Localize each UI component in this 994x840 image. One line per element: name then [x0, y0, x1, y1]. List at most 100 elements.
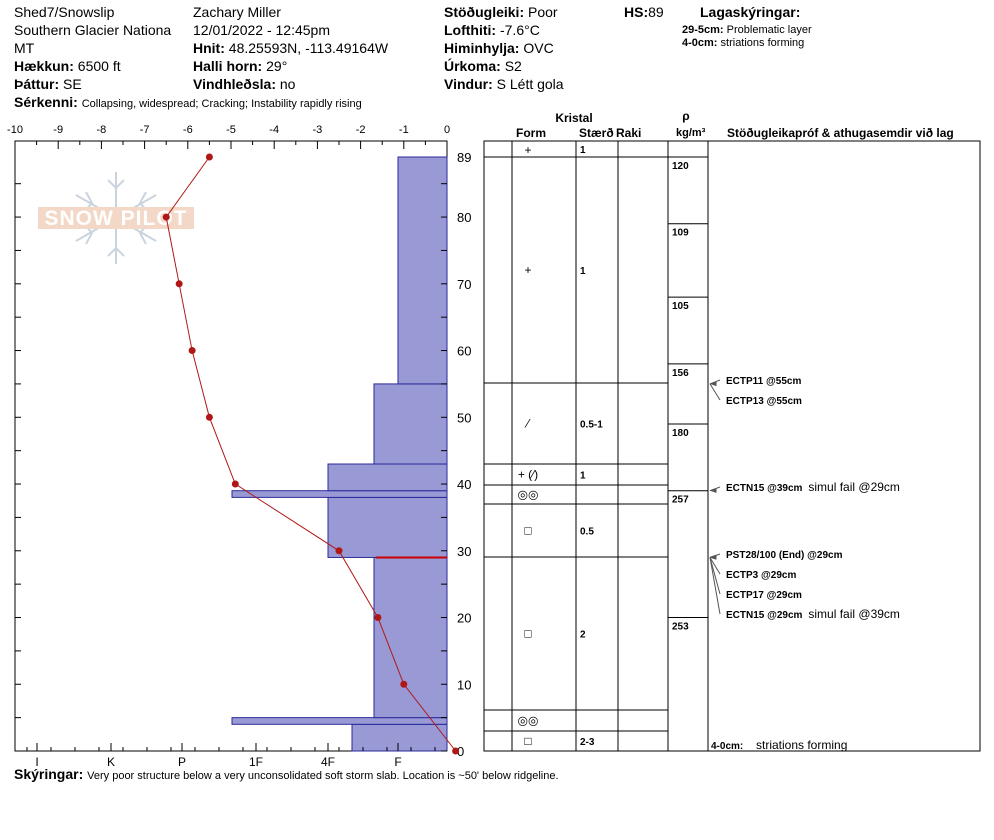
temperature-point [162, 213, 170, 221]
temperature-point [231, 480, 239, 488]
hardness-tick-label: 1F [249, 755, 263, 769]
stability-test-label: ECTN15 @29cm [726, 610, 803, 621]
test-arrow [709, 557, 721, 575]
wind-row: Vindur: S Létt gola [444, 76, 564, 92]
stability-value: Poor [528, 4, 558, 20]
test-arrow [709, 557, 721, 615]
header-crystal: Kristal [555, 111, 592, 125]
sky-row: Himinhylja: OVC [444, 40, 554, 56]
hs-row: HS:89 [624, 4, 664, 20]
temperature-point [335, 547, 343, 555]
crystal-size: 2-3 [580, 737, 595, 748]
hardness-bar [231, 490, 448, 498]
test-arrow-head [709, 381, 717, 386]
header-density-unit: kg/m³ [676, 127, 706, 139]
crystal-form-symbol: ◎◎ [518, 714, 539, 728]
notes-row: Skýringar: Very poor structure below a v… [14, 766, 559, 783]
hardness-temperature-plot: -10 -9 -8 -7 -6 -5 -4 -3 -2 -1 0010203040506070808… [7, 124, 471, 769]
density-value: 120 [672, 161, 689, 172]
stability-test-label: ECTP11 @55cm [726, 376, 801, 387]
temperature-point [374, 614, 382, 622]
stability-test-label: PST28/100 (End) @29cm [726, 550, 843, 561]
test-arrow-head [709, 554, 717, 560]
hardness-tick-label: 4F [321, 755, 335, 769]
temp-tick-label: -10 [7, 124, 23, 136]
sky-value: OVC [523, 40, 554, 56]
temp-tick-label: -1 [399, 124, 409, 136]
hardness-tick-label: K [107, 755, 115, 769]
hardness-tick-label: I [35, 755, 38, 769]
temp-tick-label: -5 [226, 124, 236, 136]
airtemp-row: Lofthiti: -7.6°C [444, 22, 540, 38]
precip-label: Úrkoma: [444, 58, 501, 74]
crystal-form-symbol: □ [524, 524, 531, 538]
legend-item: 4-0cm: striations forming [682, 37, 804, 50]
test-arrow-head [709, 488, 717, 493]
density-value: 257 [672, 495, 689, 506]
temp-tick-label: -7 [140, 124, 150, 136]
hardness-bar [351, 723, 448, 752]
crystal-size: 2 [580, 630, 586, 641]
wind-load-value: no [279, 76, 296, 92]
height-tick-label: 10 [457, 677, 471, 692]
sky-label: Himinhylja: [444, 40, 520, 56]
temp-tick-label: 0 [444, 124, 450, 136]
stability-row: Stöðugleiki: Poor [444, 4, 558, 20]
datetime: 12/01/2022 - 12:45pm [193, 22, 330, 38]
legend-text: Problematic layer [726, 24, 812, 36]
watermark-text: SNOW PILOT [45, 207, 188, 230]
stability-test-label: ECTP13 @55cm [726, 396, 802, 407]
aspect-label: Þáttur: [14, 76, 60, 92]
crystal-form-symbol: + [524, 263, 531, 277]
crystal-form-symbol: + (⁄) [518, 468, 538, 482]
location-line-2: Southern Glacier Nationa [14, 22, 172, 38]
location-line-1: Shed7/Snowslip [14, 4, 115, 20]
layer-table: Kristal Form Stærð Raki ρ kg/m³ Stöðugleikapró… [483, 109, 981, 752]
temp-tick-label: -3 [313, 124, 323, 136]
features-label: Sérkenni: [14, 94, 78, 110]
density-value: 105 [672, 301, 689, 312]
hs-label: HS: [624, 4, 649, 20]
height-tick-label: 60 [457, 344, 471, 359]
crystal-form-symbol: □ [524, 734, 531, 748]
height-tick-label: 0 [457, 744, 464, 759]
header-moisture: Raki [616, 126, 641, 140]
layer-note-range: 4-0cm: [711, 741, 743, 752]
header-size: Stærð [579, 126, 614, 140]
hardness-tick-label: P [178, 755, 186, 769]
legend-range: 4-0cm: [682, 37, 718, 49]
legend-item: 29-5cm: Problematic layer [682, 24, 812, 37]
test-arrow [709, 557, 721, 595]
crystal-size: 1 [580, 266, 586, 277]
crystal-size: 1 [580, 471, 586, 482]
elevation-label: Hækkun: [14, 58, 74, 74]
height-tick-label: 30 [457, 544, 471, 559]
slope-value: 29° [266, 58, 288, 74]
coords-label: Hnit: [193, 40, 225, 56]
legend-range: 29-5cm: [682, 24, 724, 36]
height-tick-label: 89 [457, 150, 471, 165]
hs-value: 89 [648, 4, 664, 20]
stability-label: Stöðugleiki: [444, 4, 525, 20]
temperature-point [175, 280, 183, 288]
location-line-3: MT [14, 40, 35, 56]
temp-tick-label: -6 [183, 124, 193, 136]
stability-test-label: ECTP3 @29cm [726, 570, 796, 581]
temperature-point [400, 680, 408, 688]
watermark-band [38, 207, 194, 229]
wind-load-row: Vindhleðsla: no [193, 76, 295, 92]
airtemp-label: Lofthiti: [444, 22, 497, 38]
features-row: Sérkenni: Collapsing, widespread; Cracki… [14, 94, 362, 111]
snowpilot-watermark: SNOW PILOT [38, 172, 194, 264]
height-tick-label: 20 [457, 611, 471, 626]
notes-value: Very poor structure below a very unconso… [87, 770, 559, 782]
elevation-value: 6500 ft [77, 58, 121, 74]
elevation-row: Hækkun: 6500 ft [14, 58, 121, 74]
features-value: Collapsing, widespread; Cracking; Instab… [81, 98, 362, 110]
table-frame [483, 140, 981, 752]
hardness-bar [327, 463, 448, 492]
stability-test-label: ECTP17 @29cm [726, 590, 802, 601]
legend-title: Lagaskýringar: [700, 4, 801, 20]
temp-tick-label: -4 [269, 124, 279, 136]
